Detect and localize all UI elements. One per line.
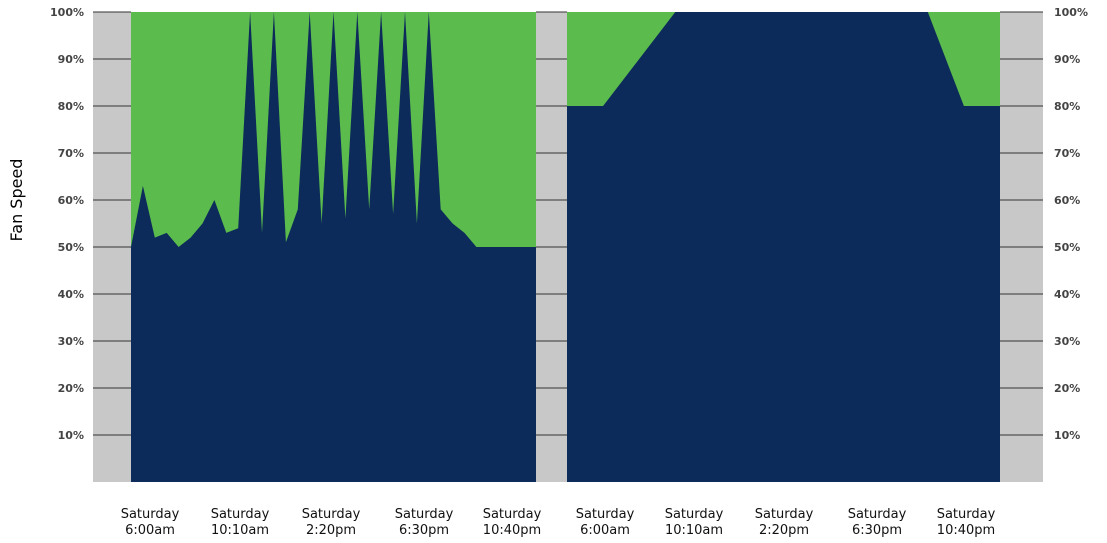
y-tick-label: 10% xyxy=(58,429,84,442)
x-tick-label: Saturday 6:00am xyxy=(576,507,635,538)
y-tick-label: 70% xyxy=(1054,147,1080,160)
x-tick-label: Saturday 10:10am xyxy=(211,507,270,538)
x-tick-label: Saturday 6:00am xyxy=(121,507,180,538)
y-tick-label: 90% xyxy=(58,53,84,66)
x-tick-label-line: Saturday xyxy=(937,507,996,522)
y-tick-label: 40% xyxy=(58,288,84,301)
x-tick-label: Saturday 10:10am xyxy=(665,507,724,538)
y-tick-label: 70% xyxy=(58,147,84,160)
x-tick-label-line: Saturday xyxy=(755,507,814,522)
y-tick-label: 20% xyxy=(58,382,84,395)
y-tick-label: 10% xyxy=(1054,429,1080,442)
x-tick-label-line: Saturday xyxy=(302,507,361,522)
x-tick-label-line: Saturday xyxy=(665,507,724,522)
x-tick-label-line: Saturday xyxy=(576,507,635,522)
x-tick-label-line: 6:00am xyxy=(125,523,175,538)
y-tick-label: 60% xyxy=(1054,194,1080,207)
x-tick-label-line: Saturday xyxy=(395,507,454,522)
y-tick-label: 50% xyxy=(58,241,84,254)
x-tick-label-line: 10:40pm xyxy=(483,523,541,538)
x-tick-label-line: 10:40pm xyxy=(937,523,995,538)
x-tick-label-line: Saturday xyxy=(483,507,542,522)
y-tick-label: 90% xyxy=(1054,53,1080,66)
y-tick-label: 80% xyxy=(58,100,84,113)
chart-panel-1: 100%90%80%70%60%50%40%30%20%10%Saturday 6… xyxy=(50,6,567,538)
x-tick-label: Saturday 10:40pm xyxy=(483,507,542,538)
y-tick-label: 60% xyxy=(58,194,84,207)
x-tick-label: Saturday 10:40pm xyxy=(937,507,996,538)
x-tick-label-line: Saturday xyxy=(848,507,907,522)
series-area-fan-speed xyxy=(567,12,1000,482)
x-tick-label: Saturday 6:30pm xyxy=(848,507,907,538)
y-tick-label: 50% xyxy=(1054,241,1080,254)
x-tick-label-line: 6:30pm xyxy=(399,523,449,538)
x-tick-label-line: Saturday xyxy=(121,507,180,522)
y-tick-label: 100% xyxy=(50,6,84,19)
y-tick-label: 20% xyxy=(1054,382,1080,395)
x-tick-label-line: 10:10am xyxy=(665,523,723,538)
y-tick-label: 40% xyxy=(1054,288,1080,301)
series-area-fan-speed xyxy=(131,12,536,482)
x-tick-label-line: 2:20pm xyxy=(306,523,356,538)
y-tick-label: 30% xyxy=(1054,335,1080,348)
y-tick-label: 100% xyxy=(1054,6,1088,19)
x-tick-label: Saturday 6:30pm xyxy=(395,507,454,538)
x-tick-label: Saturday 2:20pm xyxy=(755,507,814,538)
y-tick-label: 30% xyxy=(58,335,84,348)
y-tick-label: 80% xyxy=(1054,100,1080,113)
x-tick-label-line: Saturday xyxy=(211,507,270,522)
x-tick-label-line: 10:10am xyxy=(211,523,269,538)
chart-panel-2: 100%90%80%70%60%50%40%30%20%10%Saturday 6… xyxy=(567,6,1088,538)
x-tick-label-line: 2:20pm xyxy=(759,523,809,538)
x-tick-label-line: 6:00am xyxy=(580,523,630,538)
x-tick-label-line: 6:30pm xyxy=(852,523,902,538)
x-tick-label: Saturday 2:20pm xyxy=(302,507,361,538)
y-axis-label: Fan Speed xyxy=(7,159,26,242)
